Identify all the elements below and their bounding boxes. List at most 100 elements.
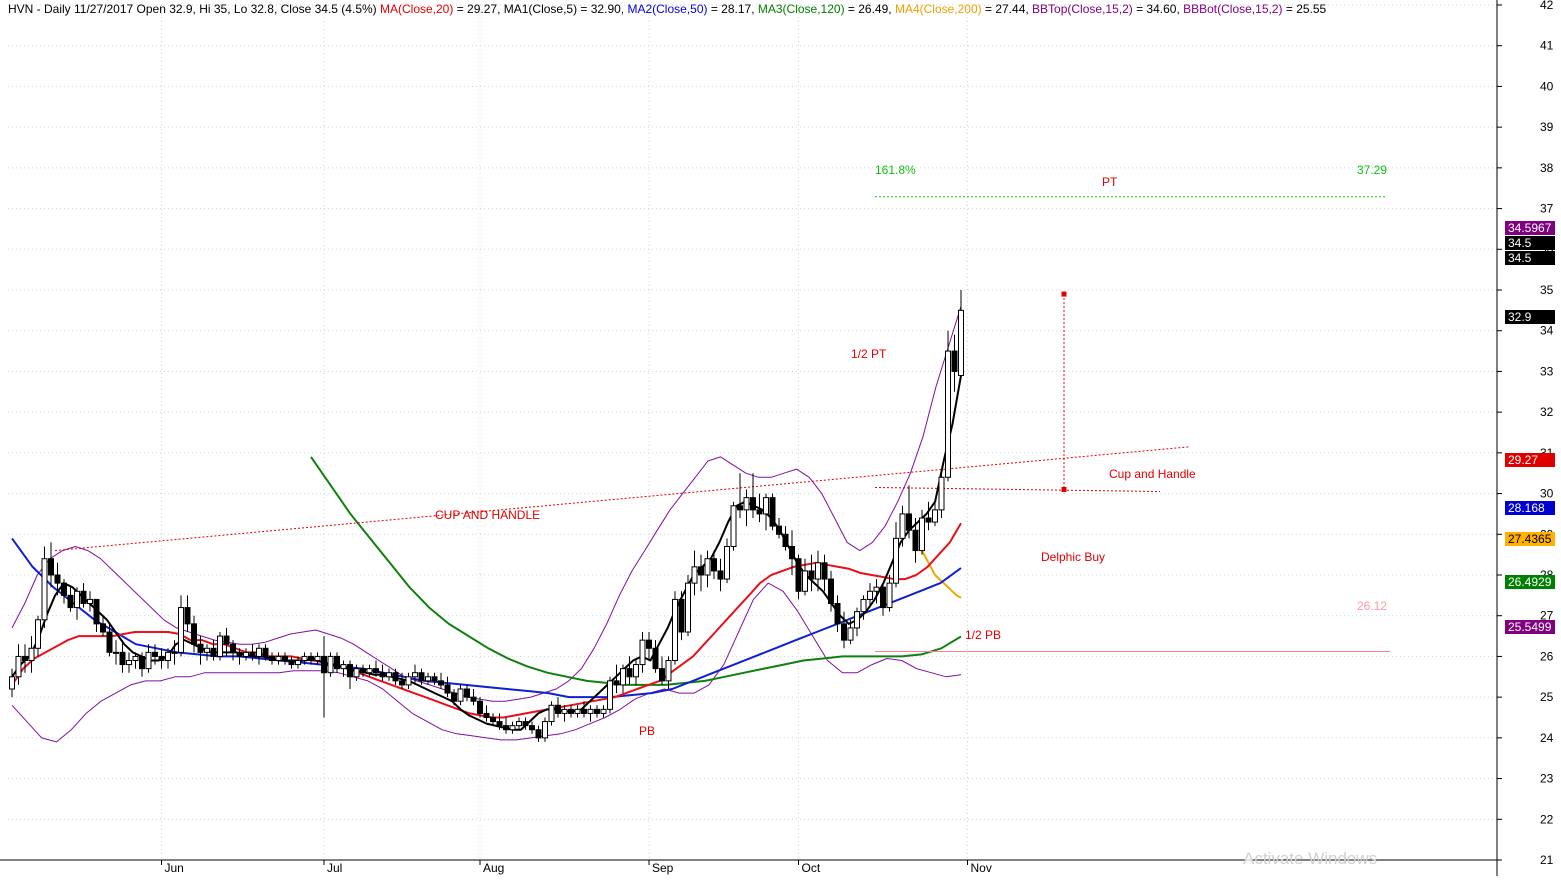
candle-body bbox=[782, 533, 789, 547]
candle-body bbox=[490, 717, 496, 723]
candle-body bbox=[711, 558, 717, 572]
candle-body bbox=[737, 505, 743, 511]
annotation-label: PB bbox=[639, 724, 655, 738]
candle-body bbox=[945, 350, 951, 478]
candle-body bbox=[158, 655, 165, 662]
candle-body bbox=[54, 574, 61, 584]
price-tag-bg bbox=[1505, 532, 1555, 546]
candle-body bbox=[275, 655, 282, 662]
candle-body bbox=[847, 627, 854, 641]
candle-body bbox=[854, 611, 860, 629]
bb-top-line bbox=[11, 306, 962, 702]
candle-body bbox=[535, 729, 542, 739]
candle-body bbox=[659, 668, 665, 682]
x-tick-label: Jul bbox=[327, 861, 342, 875]
header-part-9: BBTop(Close,15,2) bbox=[1032, 2, 1133, 16]
y-tick-label: 37 bbox=[1540, 202, 1554, 216]
candle-body bbox=[470, 696, 477, 702]
candlesticks bbox=[9, 290, 964, 742]
y-tick-label: 23 bbox=[1540, 772, 1554, 786]
candle-body bbox=[412, 672, 418, 678]
candle-body bbox=[106, 631, 113, 653]
candle-body bbox=[802, 570, 808, 592]
annotation-label: 1/2 PT bbox=[851, 347, 887, 361]
candle-body bbox=[730, 505, 737, 547]
candle-body bbox=[308, 655, 314, 662]
y-tick-label: 32 bbox=[1540, 405, 1554, 419]
header-part-8: = 27.44, bbox=[982, 2, 1032, 16]
x-tick-label: Jun bbox=[165, 861, 184, 875]
candle-body bbox=[834, 603, 841, 625]
price-tag-label: 29.27 bbox=[1508, 453, 1538, 467]
header-part-11: BBBot(Close,15,2) bbox=[1183, 2, 1282, 16]
annotation-label: Cup and Handle bbox=[1109, 467, 1196, 481]
candle-body bbox=[15, 655, 22, 678]
y-tick-label: 30 bbox=[1540, 487, 1554, 501]
candle-body bbox=[347, 664, 353, 678]
header-part-0: HVN - Daily 11/27/2017 Open 32.9, Hi 35,… bbox=[8, 2, 380, 16]
candle-body bbox=[815, 562, 821, 580]
bb-bottom-line bbox=[11, 582, 962, 743]
candle-body bbox=[620, 668, 626, 686]
candle-body bbox=[295, 660, 301, 666]
candle-body bbox=[41, 558, 48, 621]
candle-body bbox=[340, 664, 347, 670]
candle-body bbox=[93, 598, 100, 625]
candle-body bbox=[113, 651, 119, 654]
candle-body bbox=[665, 660, 672, 682]
price-tag-label: 28.168 bbox=[1508, 501, 1545, 515]
candle-body bbox=[178, 607, 184, 653]
candle-body bbox=[431, 676, 438, 682]
candle-body bbox=[906, 513, 912, 531]
candle-body bbox=[256, 647, 262, 657]
candle-body bbox=[171, 651, 178, 654]
candle-body bbox=[808, 570, 815, 580]
candle-body bbox=[321, 655, 327, 674]
candle-body bbox=[243, 651, 249, 657]
candle-body bbox=[821, 562, 828, 580]
resistance-trendline bbox=[54, 446, 1191, 552]
candle-body bbox=[464, 688, 470, 698]
candle-body bbox=[457, 688, 464, 702]
chart-header: HVN - Daily 11/27/2017 Open 32.9, Hi 35,… bbox=[8, 2, 1327, 16]
candle-body bbox=[633, 664, 639, 678]
y-tick-label: 33 bbox=[1540, 364, 1554, 378]
candle-body bbox=[210, 647, 217, 657]
candle-body bbox=[574, 708, 581, 714]
candle-body bbox=[555, 704, 561, 714]
header-part-2: = 29.27, MA1(Close,5) = 32.90, bbox=[453, 2, 627, 16]
price-tag-bg bbox=[1505, 620, 1555, 634]
candle-body bbox=[542, 721, 548, 739]
header-part-1: MA(Close,20) bbox=[380, 2, 453, 16]
y-tick-label: 38 bbox=[1540, 161, 1554, 175]
candle-body bbox=[724, 546, 730, 580]
candle-body bbox=[776, 525, 782, 535]
candle-body bbox=[61, 582, 67, 596]
candle-body bbox=[867, 590, 873, 600]
date-axis: Jun Jul Aug Sep Oct Nov bbox=[0, 859, 1497, 875]
candle-body bbox=[418, 672, 425, 682]
candle-body bbox=[262, 647, 269, 657]
candle-body bbox=[912, 529, 919, 552]
candle-body bbox=[288, 660, 295, 666]
candle-body bbox=[249, 651, 256, 657]
candle-body bbox=[509, 725, 516, 731]
candle-body bbox=[191, 623, 197, 645]
candle-body bbox=[28, 647, 35, 661]
candle-body bbox=[503, 725, 509, 731]
candle-body bbox=[548, 704, 555, 723]
y-tick-label: 27 bbox=[1540, 609, 1554, 623]
candle-body bbox=[899, 513, 906, 539]
candle-body bbox=[477, 700, 483, 714]
x-tick-label: Oct bbox=[802, 861, 821, 875]
header-part-4: = 28.17, bbox=[708, 2, 758, 16]
price-tag-label: 34.5 bbox=[1508, 251, 1532, 265]
candle-body bbox=[704, 558, 711, 576]
candle-body bbox=[652, 647, 659, 670]
candle-body bbox=[282, 655, 288, 662]
candle-body bbox=[613, 680, 620, 686]
candle-body bbox=[860, 598, 867, 613]
candle-body bbox=[951, 350, 958, 372]
